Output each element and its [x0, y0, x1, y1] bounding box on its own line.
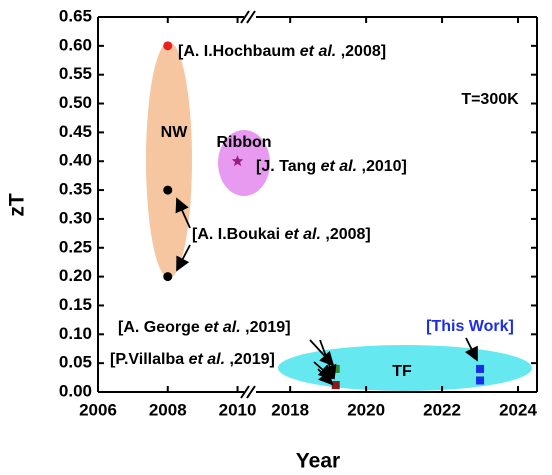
- citation-part: et al.: [321, 158, 357, 175]
- citation-part: et al.: [204, 319, 240, 336]
- arrow: [464, 337, 478, 362]
- axes: [97, 10, 538, 399]
- this-work-label: [This Work]: [426, 318, 514, 335]
- citation-part: [A. George: [118, 319, 204, 336]
- citation-part: et al.: [189, 351, 225, 368]
- arrow: [309, 339, 335, 367]
- citation-part: et al.: [284, 226, 320, 243]
- y-tick-label: 0.35: [59, 180, 92, 199]
- citation-part: [P.Villalba: [110, 351, 189, 368]
- x-tick-label: 2008: [149, 400, 187, 419]
- y-tick-label: 0.05: [59, 353, 92, 372]
- y-tick-label: 0.40: [59, 151, 92, 170]
- y-tick-label: 0.30: [59, 208, 92, 227]
- citation-part: [J. Tang: [256, 158, 321, 175]
- y-tick-label: 0.50: [59, 93, 92, 112]
- axis-break: [240, 10, 256, 399]
- arrow: [175, 197, 191, 229]
- arrow: [317, 368, 334, 386]
- point: [163, 272, 173, 282]
- arrow: [176, 244, 191, 272]
- citation: [A. George et al. ,2019]: [118, 319, 291, 336]
- y-tick-label: 0.00: [59, 381, 92, 400]
- ribbon-label: Ribbon: [216, 134, 271, 151]
- citation: [J. Tang et al. ,2010]: [256, 158, 407, 175]
- citation-part: et al.: [300, 43, 336, 60]
- point: [476, 376, 485, 385]
- point: [331, 381, 340, 390]
- citation-part: ,2008]: [321, 226, 371, 243]
- citation-part: ,2019]: [225, 351, 275, 368]
- y-tick-label: 0.25: [59, 237, 92, 256]
- point: [476, 364, 485, 373]
- y-tick-label: 0.45: [59, 122, 92, 141]
- citation-part: [A. I.Boukai: [192, 226, 284, 243]
- y-tick-label: 0.10: [59, 324, 92, 343]
- citation: [P.Villalba et al. ,2019]: [110, 351, 275, 368]
- citation-part: ,2010]: [357, 158, 407, 175]
- y-axis-title: zT: [6, 193, 29, 217]
- citation-part: ,2008]: [336, 43, 386, 60]
- x-tick-label: 2010: [219, 400, 257, 419]
- nw-region: [146, 42, 192, 278]
- y-tick-label: 0.20: [59, 266, 92, 285]
- point: [331, 364, 340, 373]
- point: [163, 185, 173, 195]
- citation-part: [A. I.Hochbaum: [178, 43, 300, 60]
- x-tick-label: 2018: [271, 400, 309, 419]
- point: [231, 155, 244, 167]
- temperature-label: T=300K: [461, 91, 519, 108]
- y-tick-label: 0.65: [59, 6, 92, 25]
- x-tick-label: 2006: [79, 400, 117, 419]
- tf-label: TF: [392, 363, 412, 380]
- citation: [A. I.Hochbaum et al. ,2008]: [178, 43, 386, 60]
- marks: [163, 41, 485, 390]
- x-tick-label: 2020: [347, 400, 385, 419]
- y-tick-label: 0.55: [59, 64, 92, 83]
- ribbon-region: [218, 130, 270, 196]
- y-tick-label: 0.60: [59, 35, 92, 54]
- x-tick-label: 2022: [423, 400, 461, 419]
- nw-label: NW: [161, 124, 189, 141]
- axis-frame: [97, 16, 538, 393]
- citation: [A. I.Boukai et al. ,2008]: [192, 226, 371, 243]
- x-tick-label: 2024: [499, 400, 537, 419]
- y-tick-label: 0.15: [59, 295, 92, 314]
- citation-part: ,2019]: [241, 319, 291, 336]
- point: [163, 41, 173, 51]
- arrows: [175, 197, 478, 386]
- x-axis-title: Year: [296, 450, 340, 473]
